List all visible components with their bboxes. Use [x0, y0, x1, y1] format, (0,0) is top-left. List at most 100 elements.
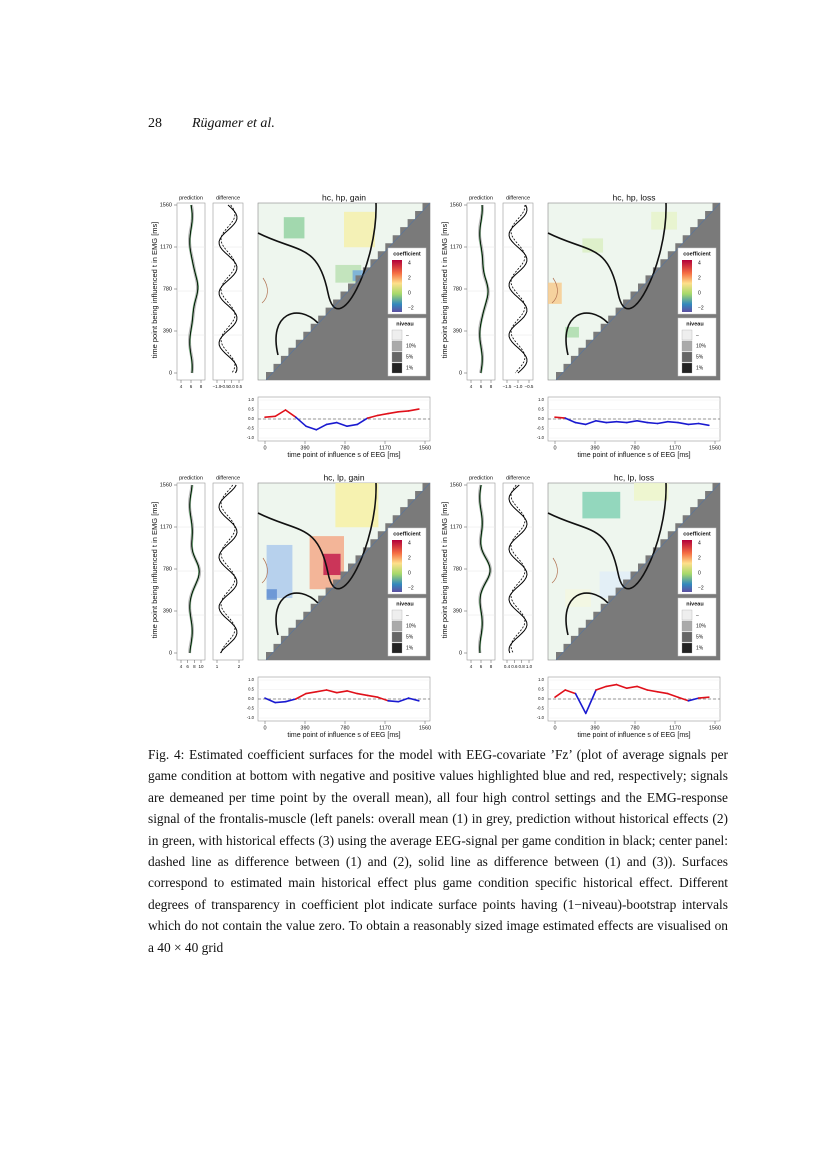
y-tick-label: 390: [453, 328, 462, 334]
signal-segment: [305, 425, 318, 431]
legend-title: niveau: [686, 321, 703, 327]
x-tick-label: 1170: [379, 445, 391, 451]
contour: [257, 202, 377, 310]
signal-segment: [366, 414, 379, 419]
curve: [189, 204, 199, 374]
signal-segment: [595, 685, 608, 691]
strip-title: difference: [216, 195, 240, 201]
signal-segment: [305, 690, 318, 695]
legend-label: 10%: [696, 343, 707, 349]
x-tick-label: 0: [263, 725, 266, 731]
legend-tick: 2: [698, 275, 701, 281]
legend-swatch: [391, 609, 403, 621]
y-tick-label: 390: [163, 328, 172, 334]
color-bar: [682, 260, 692, 312]
legend-title: coefficient: [393, 531, 421, 537]
contour: [261, 557, 268, 584]
legend-swatch: [681, 362, 693, 374]
page-number: 28: [148, 116, 162, 131]
signal-segment: [377, 412, 389, 417]
y-tick-label: 1.0: [538, 397, 544, 402]
y-tick-label: 1.0: [248, 677, 254, 682]
legend-tick: 2: [408, 555, 411, 561]
panel-title: hc, lp, loss: [614, 472, 654, 482]
contour: [257, 482, 377, 590]
panel-title: hc, hp, gain: [322, 192, 366, 202]
signal-segment: [615, 683, 628, 690]
x-tick-label: 1170: [669, 445, 681, 451]
x-tick-label: 1.0: [526, 664, 533, 669]
x-tick-label: 780: [340, 445, 349, 451]
heat-patch: [283, 217, 305, 239]
x-tick-label: 1: [216, 664, 219, 669]
y-tick-label: 1560: [450, 202, 462, 208]
legend-tick: 2: [698, 555, 701, 561]
heat-patch: [266, 589, 277, 600]
y-axis-label: time point being influenced t in EMG [ms…: [440, 502, 449, 639]
x-tick-label: 780: [340, 725, 349, 731]
signal-segment: [397, 697, 410, 703]
strip-title: difference: [506, 195, 530, 201]
signal-segment: [636, 419, 649, 424]
x-tick-label: 8: [200, 384, 203, 389]
legend-label: 5%: [696, 354, 704, 360]
legend-tick: −2: [408, 305, 414, 311]
contour: [275, 312, 319, 356]
signal-segment: [595, 419, 608, 424]
y-tick-label: 780: [453, 566, 462, 572]
x-axis-label: time point of influence s of EEG [ms]: [287, 452, 400, 459]
x-tick-label: 0: [553, 445, 556, 451]
signal-segment: [325, 421, 338, 426]
signal-segment: [615, 420, 628, 424]
curve: [189, 484, 200, 654]
signal-segment: [554, 416, 567, 419]
signal-segment: [284, 698, 297, 703]
signal-segment: [366, 694, 379, 699]
legend-label: 10%: [696, 623, 707, 629]
legend-swatch: [681, 329, 693, 341]
signal-segment: [584, 689, 597, 715]
signal-segment: [294, 692, 307, 700]
legend-label: 10%: [406, 623, 417, 629]
signal-segment: [574, 421, 587, 426]
x-tick-label: 1560: [709, 725, 721, 731]
signal-segment: [687, 697, 700, 702]
curve: [510, 205, 526, 374]
legend-label: 5%: [406, 634, 414, 640]
legend-swatch: [681, 609, 693, 621]
y-tick-label: 1170: [160, 244, 172, 250]
legend-swatch: [391, 642, 403, 654]
x-tick-label: 6: [186, 664, 189, 669]
x-tick-label: 1170: [379, 725, 391, 731]
y-tick-label: -0.5: [247, 706, 255, 711]
y-tick-label: 1170: [450, 524, 462, 530]
y-tick-label: 0.5: [248, 407, 254, 412]
signal-segment: [346, 690, 359, 695]
legend-swatch: [681, 340, 693, 352]
x-tick-label: 10: [198, 664, 204, 669]
signal-segment: [677, 421, 690, 426]
y-tick-label: 0: [169, 370, 172, 376]
color-bar: [682, 540, 692, 592]
panel-title: hc, lp, gain: [323, 472, 364, 482]
contour: [565, 312, 609, 356]
curve: [218, 484, 238, 654]
curve: [218, 204, 238, 374]
x-tick-label: 4: [470, 384, 473, 389]
legend-tick: 0: [698, 290, 701, 296]
y-tick-label: 1560: [450, 482, 462, 488]
signal-segment: [264, 415, 277, 419]
x-tick-label: 390: [300, 445, 309, 451]
y-tick-label: 1170: [450, 244, 462, 250]
x-tick-label: 780: [630, 725, 639, 731]
signal-segment: [697, 422, 710, 427]
contour: [547, 482, 667, 590]
signal-segment: [387, 699, 400, 703]
signal-segment: [377, 696, 389, 702]
signal-segment: [387, 410, 400, 415]
x-tick-label: 390: [590, 725, 599, 731]
y-tick-label: -0.5: [247, 426, 255, 431]
strip-panel: [212, 482, 244, 661]
heat-patch: [344, 211, 375, 248]
curve: [220, 484, 236, 654]
